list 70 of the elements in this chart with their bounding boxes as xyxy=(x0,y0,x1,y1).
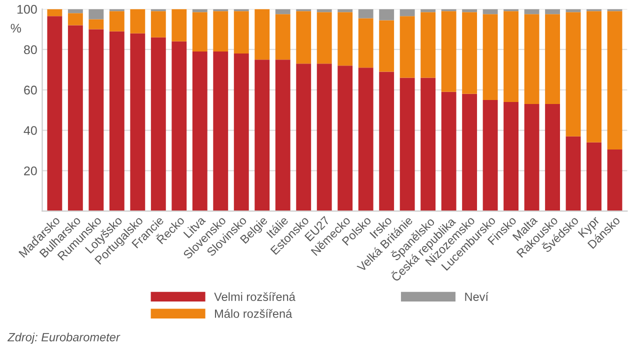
bar xyxy=(88,9,104,20)
bar xyxy=(213,52,228,212)
legend-label: Málo rozšířená xyxy=(215,309,292,318)
bar xyxy=(275,60,290,212)
bar xyxy=(545,104,560,212)
bar xyxy=(150,37,166,212)
bar xyxy=(192,52,208,212)
y-tick-label: 100 xyxy=(17,4,37,14)
bar xyxy=(607,149,622,212)
bar xyxy=(504,11,519,102)
bar xyxy=(462,94,478,212)
bar xyxy=(524,104,540,212)
bar xyxy=(130,33,146,212)
bar xyxy=(130,9,146,34)
bar xyxy=(172,41,187,212)
bar xyxy=(358,18,374,68)
bar xyxy=(420,12,436,78)
bar xyxy=(172,9,187,42)
y-tick-label: 60 xyxy=(24,86,37,95)
legend-label: Neví xyxy=(465,292,488,301)
bar xyxy=(88,19,104,30)
bar xyxy=(109,11,124,32)
bar xyxy=(586,11,602,142)
bar xyxy=(379,20,394,72)
bar xyxy=(338,66,353,212)
bar xyxy=(462,12,478,94)
bar xyxy=(441,11,456,92)
bar xyxy=(316,12,332,64)
bar xyxy=(400,9,415,16)
bar xyxy=(296,64,312,212)
bar xyxy=(586,142,602,212)
bar xyxy=(213,11,228,52)
bar xyxy=(47,9,62,16)
bar xyxy=(358,9,374,18)
bar xyxy=(400,16,415,78)
bar xyxy=(358,68,374,212)
bar xyxy=(482,100,498,212)
bar xyxy=(47,16,62,212)
bar xyxy=(441,92,456,212)
bar xyxy=(545,14,560,104)
y-tick-label: 80 xyxy=(24,45,37,54)
bar xyxy=(88,29,104,212)
bar xyxy=(420,78,436,212)
bar xyxy=(68,13,83,26)
bar xyxy=(482,14,498,100)
bar xyxy=(234,11,249,54)
bar xyxy=(607,11,622,150)
bar xyxy=(504,102,519,212)
bar xyxy=(109,31,124,212)
bar xyxy=(400,78,415,212)
bar xyxy=(234,54,249,212)
bar xyxy=(566,136,581,212)
y-axis-title: % xyxy=(10,24,22,33)
bar xyxy=(338,12,353,66)
bar xyxy=(566,12,581,136)
bar xyxy=(254,60,270,212)
bar xyxy=(192,12,208,52)
bar xyxy=(254,9,270,60)
bar xyxy=(275,14,290,60)
bar xyxy=(68,25,83,212)
y-tick-label: 40 xyxy=(24,126,37,135)
y-tick-label: 20 xyxy=(24,166,37,176)
bar xyxy=(316,64,332,212)
legend-label: Velmi rozšířená xyxy=(214,292,296,301)
bar xyxy=(296,11,312,64)
bar xyxy=(524,14,540,104)
bar xyxy=(150,11,166,38)
bar xyxy=(379,72,394,212)
bar xyxy=(379,9,394,20)
text: Zdroj: Eurobarometer xyxy=(7,332,120,344)
